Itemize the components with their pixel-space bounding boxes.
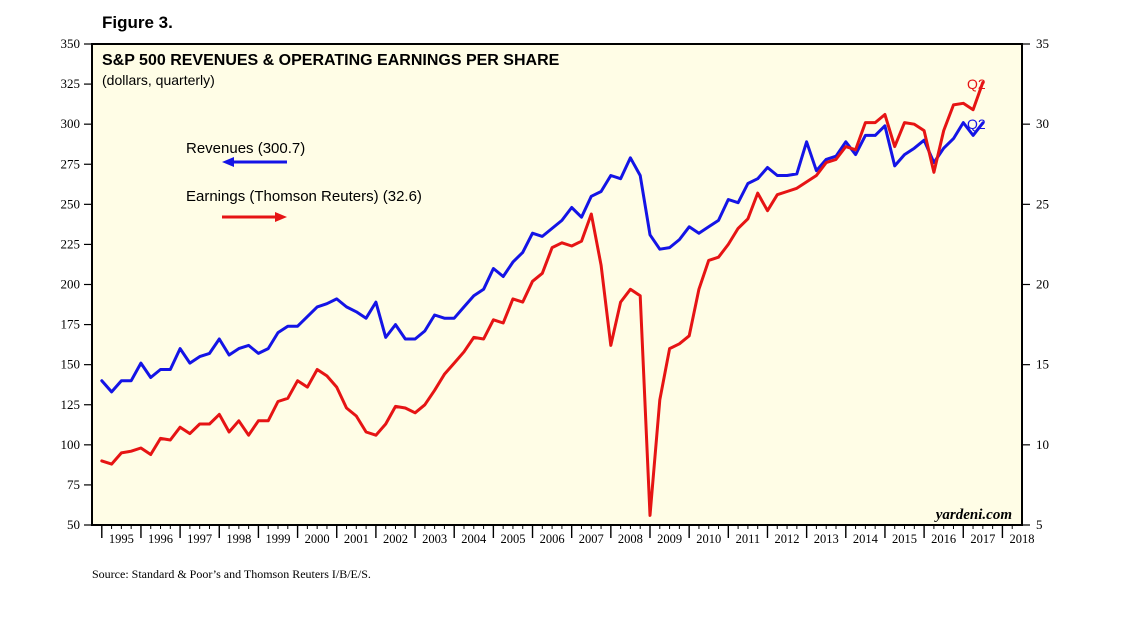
plot-area bbox=[92, 44, 1022, 525]
x-axis-tick-label: 2015 bbox=[892, 532, 917, 546]
right-axis-tick-label: 5 bbox=[1036, 517, 1043, 532]
left-axis-tick-label: 150 bbox=[61, 357, 81, 372]
left-axis-tick-label: 300 bbox=[61, 116, 81, 131]
chart-subtitle: (dollars, quarterly) bbox=[102, 72, 215, 88]
x-axis-tick-label: 1999 bbox=[266, 532, 291, 546]
earnings-legend-label: Earnings (Thomson Reuters) (32.6) bbox=[186, 188, 422, 205]
revenues-end-label: Q2 bbox=[967, 116, 986, 132]
x-axis-tick-label: 2001 bbox=[344, 532, 369, 546]
left-axis-tick-label: 275 bbox=[61, 156, 81, 171]
right-axis-tick-label: 15 bbox=[1036, 357, 1049, 372]
x-axis-tick-label: 2002 bbox=[383, 532, 408, 546]
x-axis-tick-label: 2008 bbox=[618, 532, 643, 546]
left-axis-tick-label: 125 bbox=[61, 397, 81, 412]
x-axis-tick-label: 2005 bbox=[500, 532, 525, 546]
x-axis-tick-label: 2007 bbox=[579, 532, 604, 546]
x-axis-tick-label: 2004 bbox=[461, 532, 487, 546]
series-line-earnings bbox=[100, 81, 985, 517]
revenues-legend-label: Revenues (300.7) bbox=[186, 140, 305, 157]
x-axis-tick-label: 2010 bbox=[696, 532, 721, 546]
x-axis-tick-label: 1997 bbox=[187, 532, 212, 546]
x-axis-tick-label: 2017 bbox=[970, 532, 995, 546]
x-axis-tick-label: 1995 bbox=[109, 532, 134, 546]
right-axis-tick-label: 20 bbox=[1036, 277, 1049, 292]
left-axis-tick-label: 75 bbox=[67, 477, 80, 492]
x-axis-tick-label: 2018 bbox=[1010, 532, 1035, 546]
x-axis-tick-label: 2006 bbox=[540, 532, 565, 546]
x-axis-tick-label: 2013 bbox=[814, 532, 839, 546]
x-axis-tick-label: 1996 bbox=[148, 532, 173, 546]
left-axis-tick-label: 175 bbox=[61, 317, 81, 332]
left-axis-tick-label: 225 bbox=[61, 236, 81, 251]
earnings-legend-arrow bbox=[222, 212, 287, 222]
left-axis-tick-label: 350 bbox=[61, 36, 81, 51]
right-axis-tick-label: 35 bbox=[1036, 36, 1049, 51]
x-axis-tick-label: 2003 bbox=[422, 532, 447, 546]
x-axis-tick-label: 2000 bbox=[305, 532, 330, 546]
left-axis-tick-label: 250 bbox=[61, 196, 81, 211]
figure-label: Figure 3. bbox=[102, 13, 173, 32]
earnings-end-label: Q2 bbox=[967, 76, 986, 92]
x-axis-tick-label: 1998 bbox=[226, 532, 251, 546]
revenues-legend-arrow bbox=[222, 157, 287, 167]
left-axis-tick-label: 50 bbox=[67, 517, 80, 532]
left-axis-tick-label: 100 bbox=[61, 437, 81, 452]
x-axis-tick-label: 2014 bbox=[853, 532, 879, 546]
x-axis-tick-label: 2009 bbox=[657, 532, 682, 546]
left-axis-tick-label: 200 bbox=[61, 277, 81, 292]
left-axis-tick-label: 325 bbox=[61, 76, 81, 91]
right-axis-tick-label: 30 bbox=[1036, 116, 1049, 131]
chart-title: S&P 500 REVENUES & OPERATING EARNINGS PE… bbox=[102, 52, 560, 69]
series-line-revenues bbox=[100, 121, 985, 394]
x-axis-tick-label: 2011 bbox=[736, 532, 761, 546]
watermark: yardeni.com bbox=[934, 507, 1012, 523]
right-axis-tick-label: 10 bbox=[1036, 437, 1049, 452]
x-axis-tick-label: 2012 bbox=[775, 532, 800, 546]
x-axis-tick-label: 2016 bbox=[931, 532, 956, 546]
source-note: Source: Standard & Poor’s and Thomson Re… bbox=[92, 567, 371, 581]
right-axis-tick-label: 25 bbox=[1036, 196, 1049, 211]
